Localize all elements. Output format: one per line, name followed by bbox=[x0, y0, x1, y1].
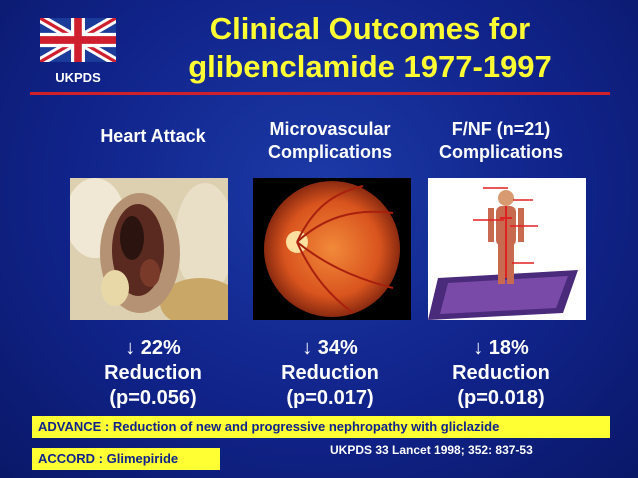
slide-title: Clinical Outcomes for glibenclamide 1977… bbox=[150, 10, 590, 86]
result-heart-attack: ↓ 22% Reduction (p=0.056) bbox=[68, 336, 238, 411]
p-microvascular: (p=0.017) bbox=[286, 387, 374, 409]
change-fnf: ↓ 18% bbox=[473, 337, 529, 359]
result-microvascular: ↓ 34% Reduction (p=0.017) bbox=[245, 336, 415, 411]
heading-heart-attack: Heart Attack bbox=[100, 126, 206, 146]
human-body-photo bbox=[428, 178, 586, 320]
p-fnf: (p=0.018) bbox=[457, 387, 545, 409]
label-fnf: Reduction bbox=[452, 362, 550, 384]
advance-note: ADVANCE : Reduction of new and progressi… bbox=[32, 416, 610, 438]
title-line-2: glibenclamide 1977-1997 bbox=[188, 49, 552, 84]
change-microvascular: ↓ 34% bbox=[302, 337, 358, 359]
title-line-1: Clinical Outcomes for bbox=[209, 11, 531, 46]
logo-label: UKPDS bbox=[55, 70, 101, 85]
heart-attack-photo bbox=[70, 178, 228, 320]
change-heart-attack: ↓ 22% bbox=[125, 337, 181, 359]
heading-microvascular: Microvascular Complications bbox=[267, 119, 392, 162]
retina-photo bbox=[253, 178, 411, 320]
title-divider bbox=[30, 92, 610, 95]
result-fnf: ↓ 18% Reduction (p=0.018) bbox=[416, 336, 586, 411]
heading-fnf: F/NF (n=21) Complications bbox=[438, 119, 563, 162]
union-jack-flag-icon bbox=[40, 18, 116, 62]
reference-citation: UKPDS 33 Lancet 1998; 352: 837-53 bbox=[330, 443, 533, 457]
accord-note: ACCORD : Glimepiride bbox=[32, 448, 220, 470]
label-heart-attack: Reduction bbox=[104, 362, 202, 384]
label-microvascular: Reduction bbox=[281, 362, 379, 384]
p-heart-attack: (p=0.056) bbox=[109, 387, 197, 409]
